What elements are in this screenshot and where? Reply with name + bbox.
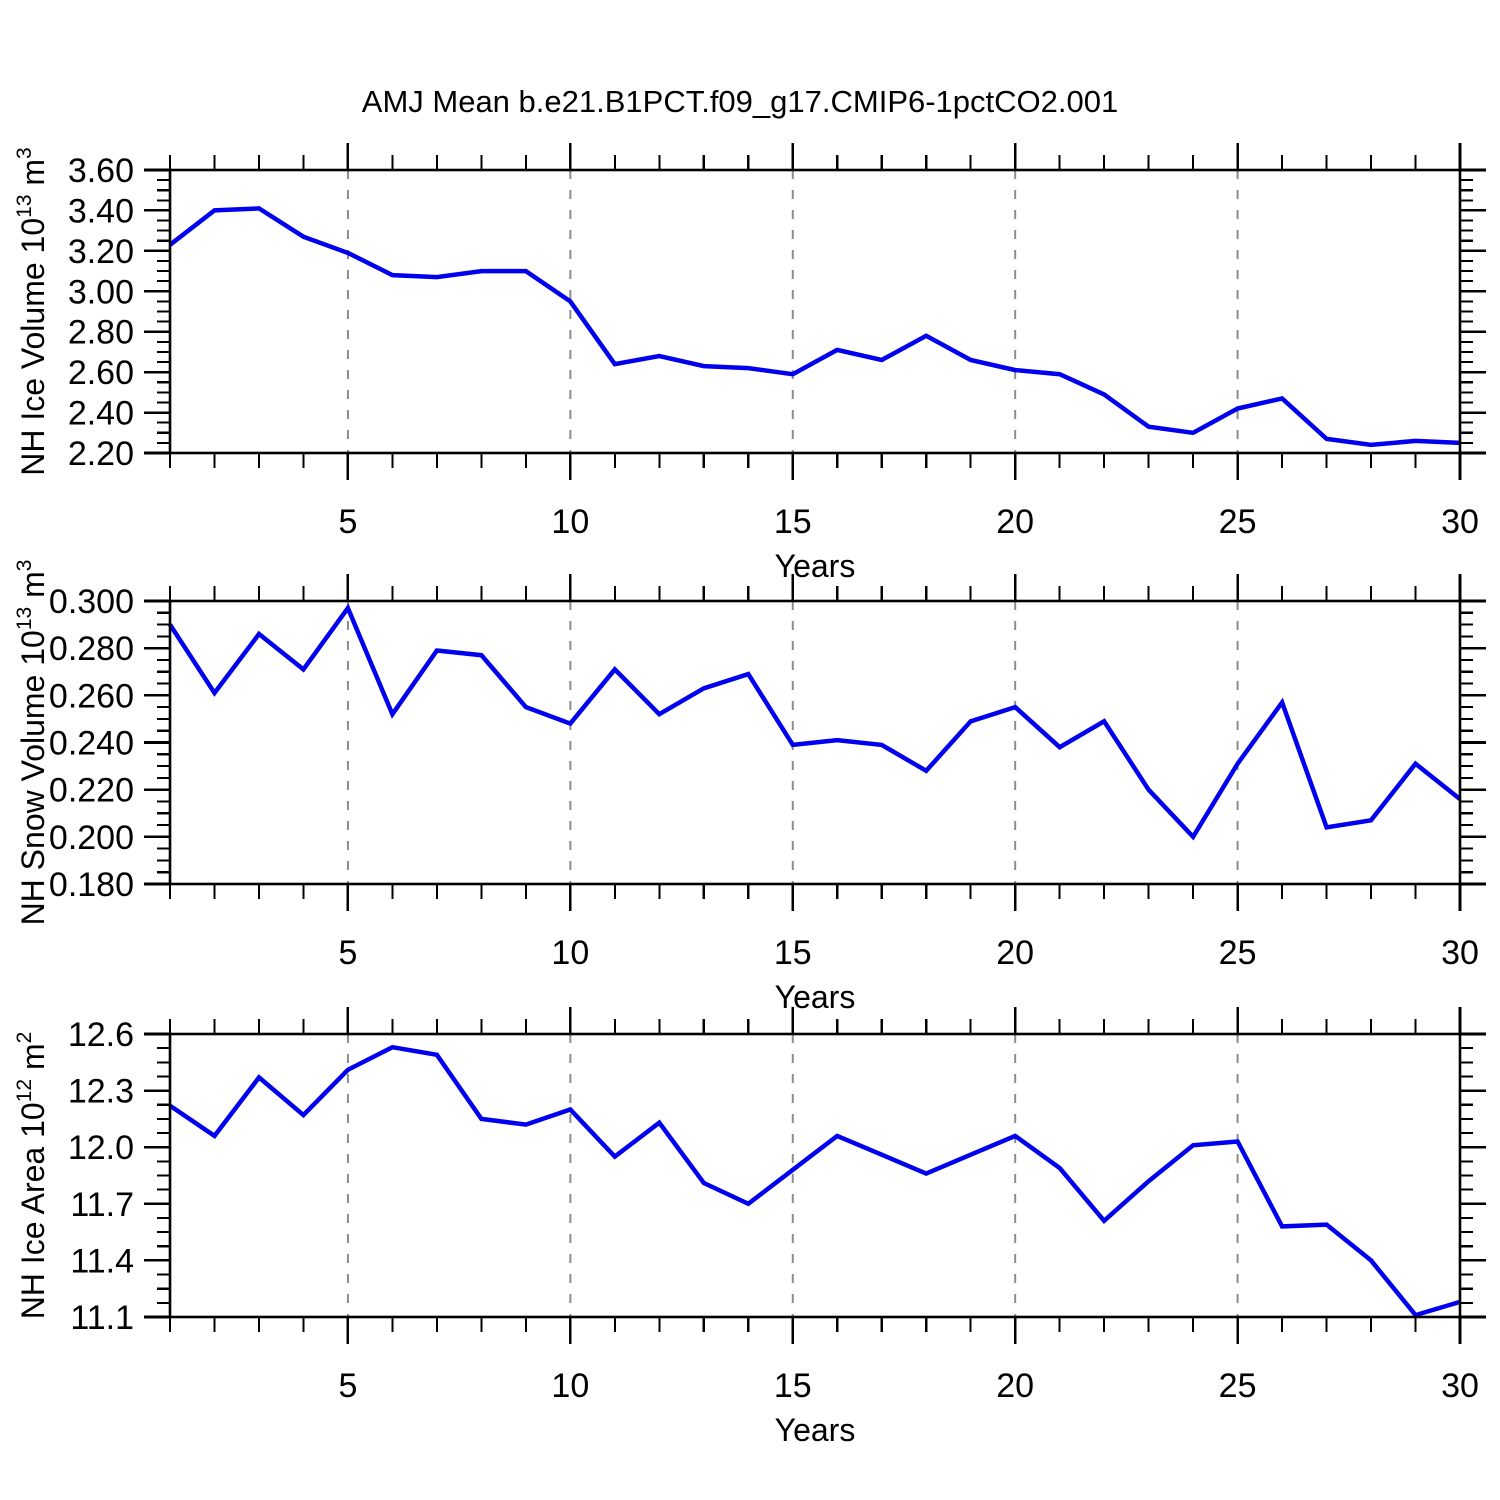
y-tick-label: 2.60 (68, 354, 134, 392)
ticks (144, 1007, 1486, 1344)
x-tick-label: 30 (1441, 934, 1479, 972)
x-tick-label: 25 (1219, 503, 1257, 541)
y-tick-label: 0.260 (49, 677, 134, 715)
x-tick-label: 25 (1219, 934, 1257, 972)
y-tick-label: 11.4 (70, 1242, 134, 1280)
x-tick-label: 20 (996, 503, 1034, 541)
y-tick-label: 12.3 (68, 1073, 134, 1111)
panel-nh-ice-area: 11.1 11.4 11.7 12.0 12.3 12.6 5 10 15 20 25 30 Years… (13, 1007, 1486, 1448)
y-tick-label: 2.40 (68, 395, 134, 433)
y-tick-label: 2.80 (68, 314, 134, 352)
y-axis-title: NH Snow Volume 1013 m3 (13, 560, 51, 926)
x-tick-label: 15 (774, 934, 812, 972)
y-tick-label: 11.1 (70, 1299, 134, 1337)
y-tick-label: 3.60 (68, 152, 134, 190)
y-tick-label: 0.180 (49, 866, 134, 904)
chart-title: AMJ Mean b.e21.B1PCT.f09_g17.CMIP6-1pctC… (361, 84, 1119, 119)
data-line-nh-snow-volume (168, 603, 1462, 841)
x-tick-label: 20 (996, 934, 1034, 972)
data-line-nh-ice-volume (168, 206, 1461, 448)
x-tick-label: 5 (338, 934, 357, 972)
y-tick-label: 0.280 (49, 630, 134, 668)
y-tick-label: 3.20 (68, 233, 134, 271)
plot-frame (168, 168, 1462, 455)
y-tick-label: 2.20 (68, 435, 134, 473)
ticks (144, 574, 1486, 911)
panel-nh-ice-volume: 2.202.402.602.803.003.203.403.60 5 10 15 20 2… (13, 143, 1486, 584)
x-axis-title: Years (775, 1412, 856, 1448)
plot-frame (168, 1032, 1462, 1319)
data-line-nh-ice-area (168, 1044, 1461, 1318)
y-tick-label: 0.300 (49, 583, 134, 621)
x-tick-label: 25 (1219, 1367, 1257, 1405)
y-tick-label: 12.6 (68, 1016, 134, 1054)
x-tick-label: 20 (996, 1367, 1034, 1405)
y-axis-title: NH Ice Volume 1013 m3 (13, 147, 51, 476)
x-axis-title: Years (775, 979, 856, 1015)
x-axis-title: Years (775, 548, 856, 584)
x-tick-label: 5 (338, 1367, 357, 1405)
x-tick-label: 15 (774, 503, 812, 541)
y-tick-label: 12.0 (68, 1129, 134, 1167)
y-axis-title: NH Ice Area 1012 m2 (13, 1032, 51, 1320)
y-tick-label: 3.00 (68, 273, 134, 311)
x-tick-label: 10 (551, 503, 589, 541)
y-tick-label: 3.40 (68, 192, 134, 230)
x-tick-label: 15 (774, 1367, 812, 1405)
x-tick-label: 30 (1441, 503, 1479, 541)
x-tick-label: 10 (551, 1367, 589, 1405)
x-tick-label: 30 (1441, 1367, 1479, 1405)
x-tick-label: 10 (551, 934, 589, 972)
y-tick-label: 0.220 (49, 772, 134, 810)
y-tick-label: 0.200 (49, 819, 134, 857)
ticks (144, 143, 1486, 480)
y-tick-label: 11.7 (70, 1186, 134, 1224)
y-tick-label: 0.240 (49, 725, 134, 763)
panel-nh-snow-volume: 0.180 0.200 0.220 0.240 0.260 0.280 0.300 5 10 15… (13, 560, 1486, 1015)
x-tick-label: 5 (338, 503, 357, 541)
